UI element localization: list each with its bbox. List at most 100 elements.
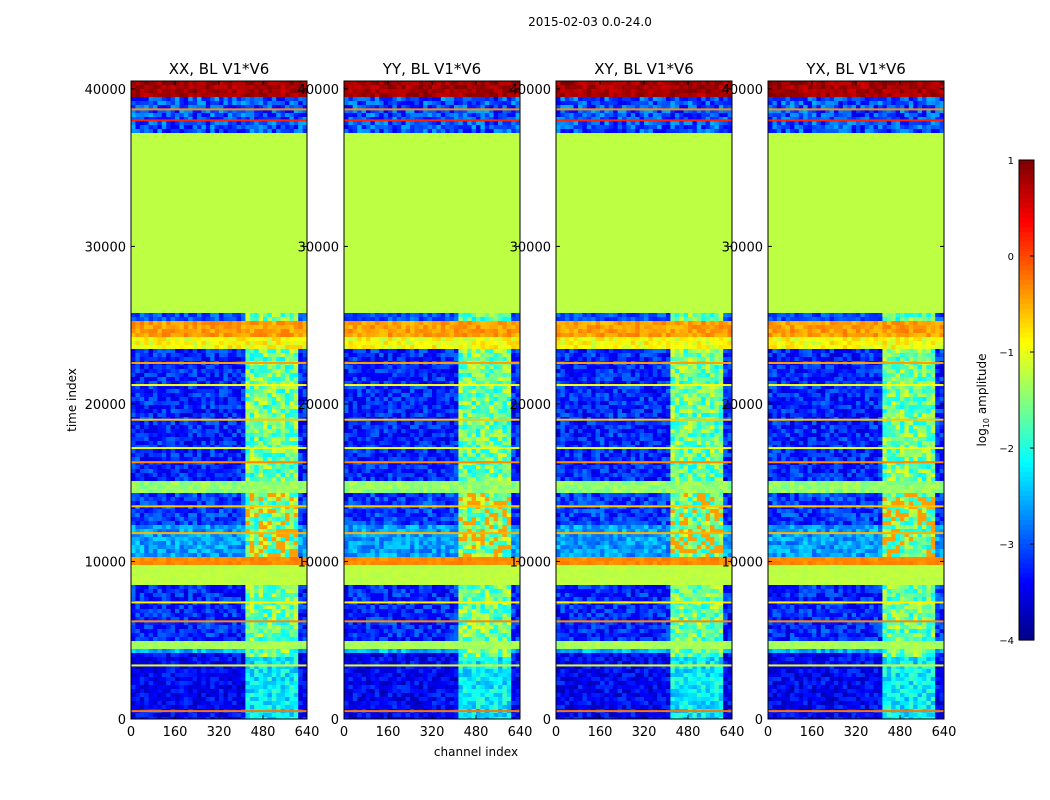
colorbar-segment (1019, 352, 1034, 358)
colorbar-segment (1019, 601, 1034, 607)
x-axis-label: channel index (434, 745, 518, 759)
colorbar-segment (1019, 337, 1034, 343)
colorbar-segment (1019, 212, 1034, 219)
colorbar-segment (1019, 270, 1034, 276)
colorbar-segment (1019, 587, 1034, 593)
colorbar-segment (1019, 275, 1034, 281)
colorbar-segment (1019, 404, 1034, 411)
colorbar-frame (1018, 159, 1035, 641)
colorbar-segment (1019, 395, 1034, 401)
colorbar-segment (1019, 188, 1034, 195)
colorbar-tick-label: −4 (999, 636, 1014, 647)
colorbar-segment (1019, 457, 1034, 463)
colorbar-segment (1019, 160, 1034, 166)
panel-1: YY, BL V1*V6 0 160 320 480 640 0 10000 20000 3000… (298, 60, 533, 740)
y-tick-label: 40000 (298, 83, 339, 98)
colorbar: 1 0 −1 −2 −3 −4 log10 amplitude (975, 156, 1035, 647)
colorbar-segment (1019, 174, 1034, 180)
colorbar-segment (1019, 505, 1034, 511)
colorbar-segment (1019, 553, 1034, 559)
colorbar-segment (1019, 544, 1034, 550)
colorbar-segment (1019, 232, 1034, 238)
colorbar-segment (1019, 630, 1034, 636)
panels-group: XX, BL V1*V6 0 160 320 480 640 0 10000 20000 3000… (85, 60, 957, 740)
colorbar-segment (1019, 294, 1034, 300)
colorbar-segment (1019, 491, 1034, 497)
colorbar-segment (1019, 548, 1034, 555)
colorbar-label: log10 amplitude (975, 354, 991, 447)
colorbar-segment (1019, 606, 1034, 612)
colorbar-tick-label: −2 (999, 444, 1014, 455)
colorbar-tick-label: 0 (1008, 252, 1014, 263)
colorbar-segment (1019, 256, 1034, 262)
colorbar-segment (1019, 236, 1034, 243)
panel-3: YX, BL V1*V6 0 160 320 480 640 0 10000 20000 3000… (722, 60, 957, 740)
panel-title: YX, BL V1*V6 (805, 60, 906, 78)
colorbar-segment (1019, 409, 1034, 415)
y-tick-label: 40000 (85, 83, 126, 98)
y-tick-label: 20000 (722, 398, 763, 413)
colorbar-segment (1019, 476, 1034, 483)
colorbar-segment (1019, 184, 1034, 190)
x-tick-label: 320 (844, 725, 869, 740)
colorbar-segment (1019, 635, 1034, 641)
colorbar-segment (1019, 304, 1034, 310)
colorbar-segment (1019, 328, 1034, 334)
heatmap-image (344, 81, 520, 719)
panel-title: XY, BL V1*V6 (594, 60, 694, 78)
colorbar-segment (1019, 265, 1034, 271)
x-tick-label: 0 (340, 725, 348, 740)
colorbar-segment (1019, 313, 1034, 319)
colorbar-segment (1019, 308, 1034, 315)
y-tick-label: 10000 (510, 555, 551, 570)
heatmap-image (556, 81, 732, 719)
colorbar-segment (1019, 179, 1034, 185)
y-tick-label: 30000 (722, 240, 763, 255)
colorbar-segment (1019, 524, 1034, 531)
colorbar-segment (1019, 414, 1034, 420)
colorbar-segment (1019, 472, 1034, 478)
figure-suptitle: 2015-02-03 0.0-24.0 (528, 15, 652, 29)
colorbar-segment (1019, 481, 1034, 487)
x-tick-label: 320 (207, 725, 232, 740)
colorbar-segment (1019, 347, 1034, 353)
colorbar-segment (1019, 529, 1034, 535)
heatmap-image (131, 81, 307, 719)
x-tick-label: 160 (800, 725, 825, 740)
colorbar-segment (1019, 361, 1034, 367)
colorbar-segment (1019, 582, 1034, 588)
colorbar-segment (1019, 251, 1034, 257)
x-tick-label: 640 (932, 725, 957, 740)
y-tick-label: 20000 (510, 398, 551, 413)
colorbar-segment (1019, 241, 1034, 247)
colorbar-segment (1019, 246, 1034, 252)
colorbar-tick-label: 1 (1008, 156, 1014, 167)
colorbar-segment (1019, 625, 1034, 631)
panel-title: YY, BL V1*V6 (382, 60, 481, 78)
y-tick-label: 40000 (510, 83, 551, 98)
heatmap-image (768, 81, 944, 719)
x-tick-label: 640 (295, 725, 320, 740)
colorbar-segment (1019, 323, 1034, 329)
colorbar-segment (1019, 424, 1034, 430)
y-tick-label: 10000 (85, 555, 126, 570)
colorbar-segment (1019, 169, 1034, 175)
colorbar-segment (1019, 332, 1034, 339)
colorbar-segment (1019, 284, 1034, 291)
colorbar-segment (1019, 376, 1034, 382)
x-tick-label: 640 (720, 725, 745, 740)
colorbar-segment (1019, 515, 1034, 521)
y-tick-label: 0 (755, 713, 763, 728)
colorbar-segment (1019, 433, 1034, 439)
colorbar-segment (1019, 520, 1034, 526)
colorbar-segment (1019, 577, 1034, 583)
y-tick-label: 40000 (722, 83, 763, 98)
colorbar-segment (1019, 534, 1034, 540)
colorbar-segment (1019, 611, 1034, 617)
colorbar-segment (1019, 558, 1034, 564)
colorbar-segment (1019, 500, 1034, 507)
colorbar-segment (1019, 572, 1034, 579)
colorbar-segment (1019, 385, 1034, 391)
colorbar-segment (1019, 486, 1034, 492)
